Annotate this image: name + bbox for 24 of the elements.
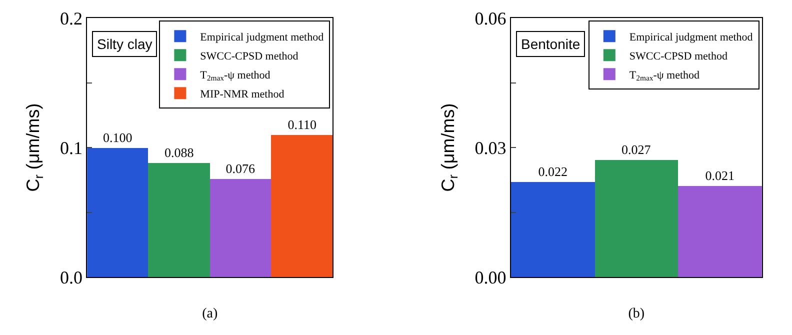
legend-label: T$_{2max}$-ψ method: [200, 69, 271, 83]
data-label: 0.088: [164, 145, 194, 160]
legend-label: SWCC-CPSD method: [200, 50, 299, 62]
legend-label: T$_{2max}$-ψ method: [629, 69, 700, 83]
x-axis-title: (a): [202, 306, 218, 322]
legend-label: SWCC-CPSD method: [629, 50, 728, 62]
text: Bentonite: [521, 36, 580, 52]
data-label: 0.100: [102, 130, 132, 145]
data-label: 0.022: [538, 164, 568, 179]
y-tick-label: 0.0: [60, 267, 83, 288]
y-tick-label: 0.06: [474, 8, 506, 28]
legend-label: Empirical judgment method: [200, 31, 324, 44]
y-tick-label: 0.03: [474, 138, 506, 158]
data-label: 0.021: [705, 168, 734, 183]
legend-label: Empirical judgment method: [629, 31, 754, 44]
legend-label: MIP-NMR method: [200, 88, 285, 100]
y-tick-label: 0.1: [60, 138, 83, 158]
data-label: 0.076: [226, 161, 256, 176]
text: Silty clay: [97, 36, 152, 52]
data-label: 0.027: [621, 142, 652, 157]
data-label: 0.110: [288, 117, 317, 132]
x-axis-title: (b): [628, 306, 645, 322]
y-tick-label: 0.00: [474, 267, 506, 288]
y-tick-label: 0.2: [60, 8, 83, 28]
